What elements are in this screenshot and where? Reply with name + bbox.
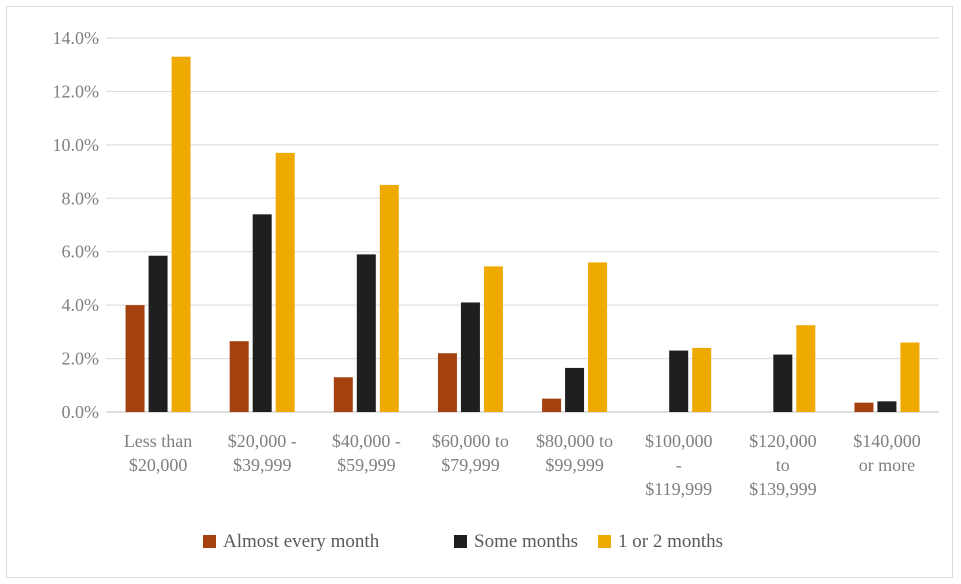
x-category-label-line: $99,999 — [545, 455, 604, 475]
x-category-label-line: $139,999 — [749, 479, 817, 499]
bar — [149, 256, 168, 412]
legend-label: Some months — [474, 531, 578, 552]
legend-swatch — [203, 535, 216, 548]
y-axis-tick-labels: 0.0% 2.0% 4.0% 6.0% 8.0% 10.0% 12.0% 14.0% — [53, 28, 100, 422]
bar — [773, 355, 792, 412]
bar — [900, 343, 919, 412]
bar — [565, 368, 584, 412]
bar — [438, 353, 457, 412]
x-category-label: $80,000 to $99,999 — [536, 431, 613, 475]
bar — [334, 377, 353, 412]
bar — [484, 266, 503, 412]
y-tick-label: 8.0% — [62, 188, 100, 208]
x-category-label: Less than $20,000 — [124, 431, 192, 475]
x-category-label-line: $79,999 — [441, 455, 500, 475]
bar — [461, 302, 480, 412]
bar — [126, 305, 145, 412]
x-category-label-line: to — [776, 455, 790, 475]
legend: Almost every month Some months 1 or 2 mont… — [203, 531, 723, 552]
bar — [253, 214, 272, 412]
x-category-label: $40,000 - $59,999 — [332, 431, 401, 475]
x-category-label-line: $140,000 — [853, 431, 921, 451]
bar — [230, 341, 249, 412]
x-category-label-line: $59,999 — [337, 455, 396, 475]
bar — [669, 351, 688, 412]
legend-swatch — [598, 535, 611, 548]
x-category-label-line: $120,000 — [749, 431, 817, 451]
x-category-label-line: $20,000 — [129, 455, 188, 475]
bar — [357, 254, 376, 412]
x-category-label-line: $39,999 — [233, 455, 292, 475]
legend-label: 1 or 2 months — [618, 531, 723, 552]
x-category-label-line: $60,000 to — [432, 431, 509, 451]
x-category-label-line: $20,000 - — [228, 431, 297, 451]
y-tick-label: 2.0% — [62, 349, 100, 369]
bar — [542, 399, 561, 412]
x-category-label: $120,000 to $139,999 — [749, 431, 817, 499]
legend-swatch — [454, 535, 467, 548]
bar — [796, 325, 815, 412]
x-category-label-line: $80,000 to — [536, 431, 613, 451]
chart-frame: 0.0% 2.0% 4.0% 6.0% 8.0% 10.0% 12.0% 14.0% Less… — [6, 6, 953, 578]
y-tick-label: 12.0% — [53, 81, 100, 101]
x-category-label-line: $119,999 — [645, 479, 712, 499]
bar — [380, 185, 399, 412]
bar — [276, 153, 295, 412]
bar-chart: 0.0% 2.0% 4.0% 6.0% 8.0% 10.0% 12.0% 14.0% Less… — [7, 7, 954, 579]
x-category-label: $140,000 or more — [853, 431, 921, 475]
x-category-label: $20,000 - $39,999 — [228, 431, 297, 475]
y-tick-label: 10.0% — [53, 135, 100, 155]
x-category-label-line: $100,000 — [645, 431, 713, 451]
legend-label: Almost every month — [223, 531, 380, 552]
y-tick-label: 14.0% — [53, 28, 100, 48]
x-category-label-line: or more — [859, 455, 915, 475]
x-category-label: $60,000 to $79,999 — [432, 431, 509, 475]
x-category-label: $100,000 - $119,999 — [645, 431, 713, 499]
bar — [692, 348, 711, 412]
x-category-label-line: - — [676, 455, 682, 475]
bar — [588, 262, 607, 412]
x-category-label-line: Less than — [124, 431, 192, 451]
y-tick-label: 0.0% — [62, 402, 100, 422]
bar — [877, 401, 896, 412]
x-axis-category-labels: Less than $20,000 $20,000 - $39,999 $40,000 … — [124, 431, 921, 499]
y-tick-label: 4.0% — [62, 295, 100, 315]
bar — [172, 57, 191, 412]
x-category-label-line: $40,000 - — [332, 431, 401, 451]
y-tick-label: 6.0% — [62, 242, 100, 262]
bar — [854, 403, 873, 412]
